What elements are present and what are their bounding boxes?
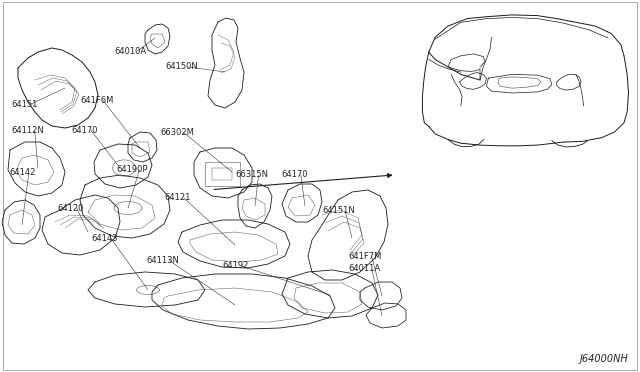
Text: 64151N: 64151N: [322, 206, 355, 215]
Text: 64120: 64120: [58, 204, 84, 213]
Text: 641F7M: 641F7M: [349, 252, 382, 261]
Text: 64190P: 64190P: [116, 165, 148, 174]
Text: 64192: 64192: [222, 262, 248, 270]
Text: 64010A: 64010A: [114, 47, 146, 56]
Text: 64151: 64151: [12, 100, 38, 109]
Text: 64170: 64170: [282, 170, 308, 179]
Text: 64142: 64142: [10, 169, 36, 177]
Text: 64170: 64170: [72, 126, 98, 135]
Text: 66315N: 66315N: [236, 170, 269, 179]
Text: 66302M: 66302M: [160, 128, 194, 137]
Text: 641F6M: 641F6M: [80, 96, 113, 105]
Text: 64113N: 64113N: [146, 256, 179, 265]
Text: 64121: 64121: [164, 193, 191, 202]
Text: 64011A: 64011A: [349, 264, 381, 273]
Text: J64000NH: J64000NH: [580, 354, 628, 364]
Text: 64150N: 64150N: [165, 62, 198, 71]
Text: 64112N: 64112N: [12, 126, 44, 135]
Text: 64143: 64143: [92, 234, 118, 243]
